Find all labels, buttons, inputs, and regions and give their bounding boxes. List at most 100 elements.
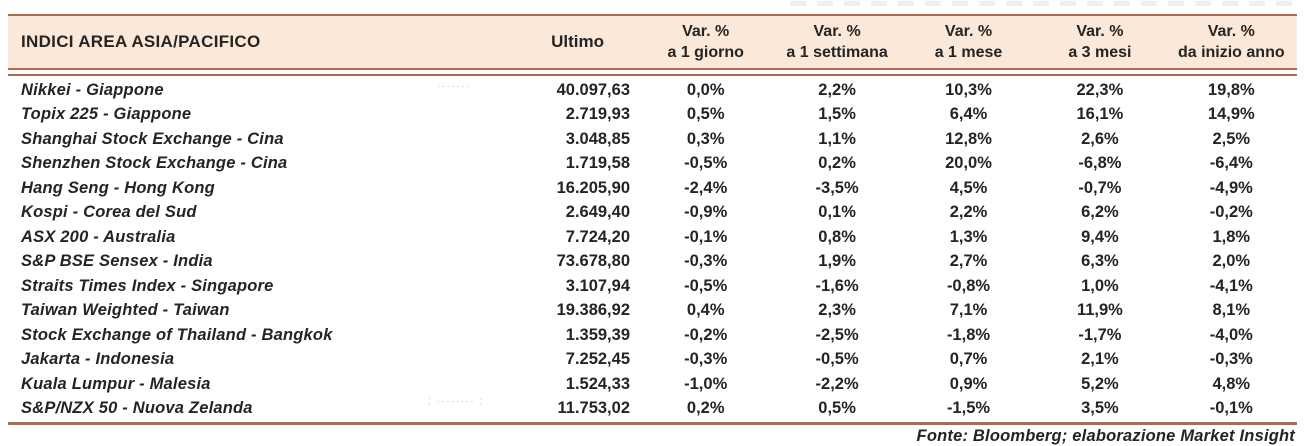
col-header-var-inizio-anno: Var. % da inizio anno [1166, 21, 1297, 63]
var-percent-value: 4,5% [949, 178, 988, 197]
var-percent-value: -1,8% [946, 325, 991, 344]
table-header: INDICI AREA ASIA/PACIFICO Ultimo Var. % … [8, 14, 1297, 70]
var-percent-value: -1,7% [1078, 325, 1122, 344]
index-name: ASX 200 - Australia [21, 227, 176, 246]
var-percent-value: 1,9% [818, 252, 856, 271]
ultimo-value: 16.205,90 [556, 178, 630, 197]
cropped-text-artifact [790, 1, 1300, 6]
index-name: Shanghai Stock Exchange - Cina [21, 129, 284, 148]
var-percent-value: -0,2% [684, 325, 728, 344]
ultimo-value: 1.524,33 [565, 374, 630, 393]
table-row: S&P/NZX 50 - Nuova Zelanda 11.753,02 0,2% 0… [8, 397, 1297, 422]
var-percent-value: 1,0% [1081, 276, 1119, 295]
index-name: Topix 225 - Giappone [21, 105, 192, 124]
var-percent-value: -4,0% [1209, 325, 1253, 344]
index-name: Kospi - Corea del Sud [21, 203, 197, 222]
table-row: Shanghai Stock Exchange - Cina 3.048,85 0,… [8, 127, 1297, 152]
var-percent-value: -2,2% [815, 374, 859, 393]
faint-mark-artifact: : ········ : [428, 396, 484, 407]
var-percent-value: -0,5% [684, 276, 728, 295]
col-header-line2: a 1 mese [934, 44, 1003, 61]
var-percent-value: -0,8% [946, 276, 991, 295]
var-percent-value: 0,1% [818, 203, 856, 222]
table-row: Nikkei - Giappone 40.097,63 0,0% 2,2% 10,3% 2… [8, 78, 1297, 103]
var-percent-value: -2,5% [815, 325, 859, 344]
index-name: Straits Times Index - Singapore [21, 276, 274, 295]
var-percent-value: -0,1% [684, 227, 728, 246]
table-row: Topix 225 - Giappone 2.719,93 0,5% 1,5% 6,4%… [8, 103, 1297, 128]
var-percent-value: 0,8% [818, 227, 856, 246]
ultimo-value: 19.386,92 [556, 301, 630, 320]
var-percent-value: 22,3% [1076, 80, 1124, 99]
table-row: S&P BSE Sensex - India 73.678,80 -0,3% 1,9%… [8, 250, 1297, 275]
ultimo-value: 1.719,58 [565, 154, 630, 173]
var-percent-value: 0,5% [686, 105, 725, 124]
table-row: Shenzhen Stock Exchange - Cina 1.719,58 -0… [8, 152, 1297, 177]
var-percent-value: 16,1% [1076, 105, 1124, 124]
table-row: Stock Exchange of Thailand - Bangkok 1.35… [8, 323, 1297, 348]
ultimo-value: 11.753,02 [557, 399, 631, 418]
var-percent-value: 4,8% [1212, 374, 1251, 393]
var-percent-value: -0,9% [684, 203, 728, 222]
faint-mark-artifact: ······· [437, 81, 471, 92]
var-percent-value: 6,3% [1081, 252, 1119, 271]
var-percent-value: 0,0% [686, 80, 725, 99]
var-percent-value: 2,2% [818, 80, 856, 99]
var-percent-value: 2,7% [949, 252, 988, 271]
var-percent-value: -0,3% [684, 252, 728, 271]
index-name: Nikkei - Giappone [21, 80, 164, 99]
col-header-line2: a 3 mesi [1068, 44, 1132, 61]
table-row: Taiwan Weighted - Taiwan 19.386,92 0,4% 2,3… [8, 299, 1297, 324]
ultimo-value: 7.724,20 [565, 227, 630, 246]
index-name: Shenzhen Stock Exchange - Cina [21, 154, 288, 173]
col-header-var-3-mesi: Var. % a 3 mesi [1034, 21, 1165, 63]
var-percent-value: 1,5% [818, 105, 856, 124]
var-percent-value: 2,6% [1081, 129, 1119, 148]
var-percent-value: 5,2% [1081, 374, 1119, 393]
var-percent-value: -0,3% [1209, 350, 1253, 369]
header-separator [8, 70, 1297, 76]
ultimo-value: 40.097,63 [556, 80, 630, 99]
var-percent-value: -2,4% [684, 178, 728, 197]
var-percent-value: -4,1% [1209, 276, 1253, 295]
var-percent-value: -6,4% [1209, 154, 1253, 173]
ultimo-value: 3.107,94 [565, 276, 630, 295]
var-percent-value: 1,1% [818, 129, 856, 148]
var-percent-value: 1,3% [949, 227, 988, 246]
var-percent-value: 0,4% [686, 301, 725, 320]
ultimo-value: 1.359,39 [565, 325, 630, 344]
table-row: Kuala Lumpur - Malesia 1.524,33 -1,0% -2,2%… [8, 372, 1297, 397]
var-percent-value: 11,9% [1076, 301, 1123, 320]
table-title: INDICI AREA ASIA/PACIFICO [21, 32, 261, 51]
col-header-line2: a 1 settimana [786, 44, 888, 61]
col-header-var-1-giorno: Var. % a 1 giorno [640, 21, 771, 63]
var-percent-value: 0,2% [818, 154, 856, 173]
index-name: Stock Exchange of Thailand - Bangkok [21, 325, 333, 344]
var-percent-value: 10,3% [945, 80, 992, 99]
var-percent-value: -0,2% [1209, 203, 1253, 222]
ultimo-value: 2.719,93 [565, 105, 630, 124]
col-header-line1: Var. % [813, 23, 861, 40]
table-row: Kospi - Corea del Sud 2.649,40 -0,9% 0,1% 2,… [8, 201, 1297, 226]
col-header-var-1-mese: Var. % a 1 mese [903, 21, 1034, 63]
var-percent-value: 12,8% [945, 129, 992, 148]
col-header-ultimo: Ultimo [551, 32, 604, 51]
ultimo-value: 7.252,45 [565, 350, 630, 369]
var-percent-value: -6,8% [1078, 154, 1122, 173]
var-percent-value: 2,1% [1081, 350, 1119, 369]
table-body: Nikkei - Giappone 40.097,63 0,0% 2,2% 10,3% 2… [8, 76, 1297, 421]
indices-table: INDICI AREA ASIA/PACIFICO Ultimo Var. % … [8, 14, 1297, 446]
var-percent-value: -1,5% [946, 399, 991, 418]
index-name: Kuala Lumpur - Malesia [21, 374, 211, 393]
index-name: Taiwan Weighted - Taiwan [21, 301, 230, 320]
var-percent-value: 6,4% [949, 105, 988, 124]
index-name: S&P/NZX 50 - Nuova Zelanda [21, 399, 253, 418]
var-percent-value: -4,9% [1209, 178, 1253, 197]
ultimo-value: 2.649,40 [565, 203, 630, 222]
col-header-line1: Var. % [1076, 23, 1124, 40]
var-percent-value: 9,4% [1081, 227, 1119, 246]
var-percent-value: -0,1% [1209, 399, 1253, 418]
var-percent-value: 2,2% [949, 203, 988, 222]
var-percent-value: -0,3% [684, 350, 728, 369]
col-header-line2: a 1 giorno [667, 44, 744, 61]
